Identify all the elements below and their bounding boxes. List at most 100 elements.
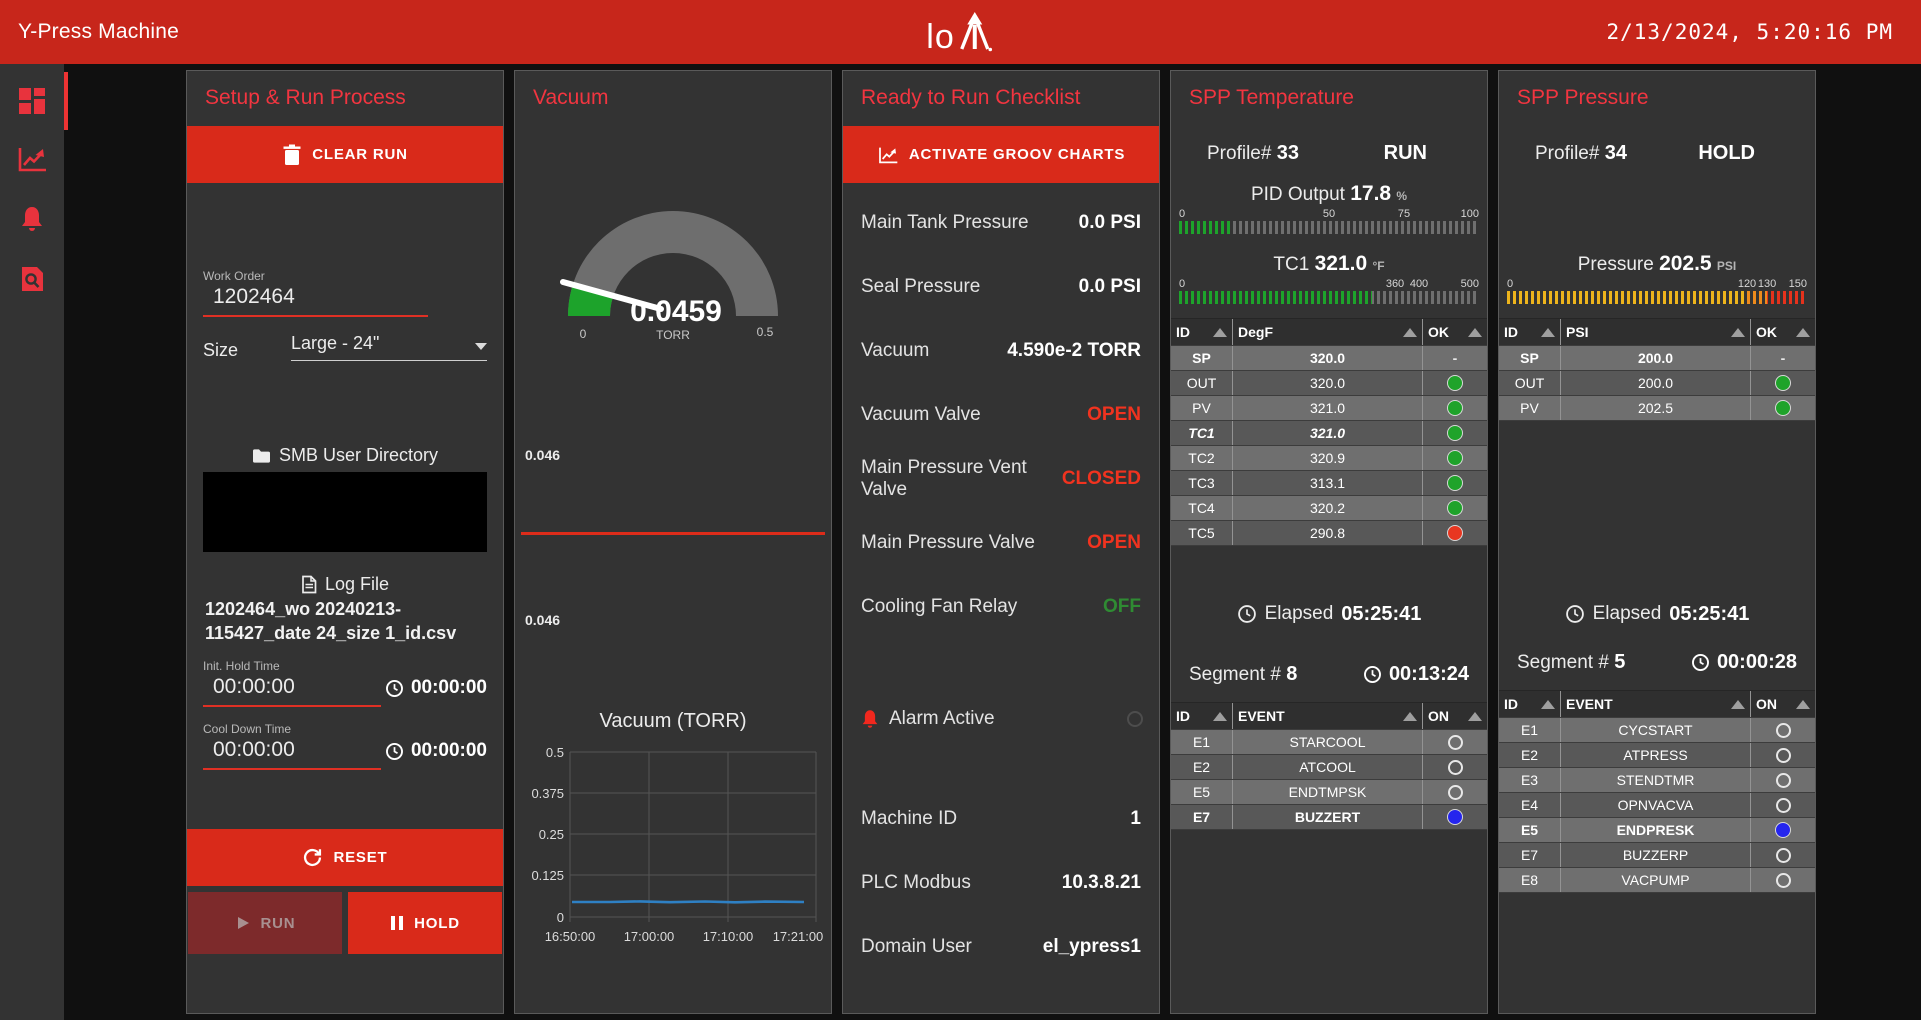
x-tick: 17:21:00 [773,929,824,944]
smb-directory-row: SMB User Directory [187,445,503,466]
table-row: TC4 320.2 [1171,496,1487,521]
column-header-event[interactable]: EVENT [1561,691,1751,717]
column-header-event[interactable]: EVENT [1233,703,1423,729]
segment-number: Segment # 8 [1189,663,1297,686]
status-led [1447,734,1463,750]
table-row: OUT 200.0 [1499,371,1815,396]
table-row: E3 STENDTMR [1499,768,1815,793]
column-header-id[interactable]: ID [1499,691,1561,717]
column-header-on[interactable]: ON [1423,703,1487,729]
panel-title: Ready to Run Checklist [861,86,1081,109]
file-icon [301,575,317,594]
sidebar-item-dashboard[interactable] [0,72,68,130]
segment-label: Segment # [1189,663,1281,685]
table-row: E5 ENDPRESK [1499,818,1815,843]
cool-down-timer-value: 00:00:00 [410,740,487,761]
vacuum-gauge: 0.0459 TORR 0 0.5 [515,186,831,344]
sidebar-item-trends[interactable] [0,130,64,188]
pressure-table: ID PSI OK SP 200.0 - OUT 200.0 PV 202.5 [1499,318,1815,421]
checklist-rows: Main Tank Pressure 0.0 PSI Seal Pressure… [843,211,1159,659]
alarm-active-label: Alarm Active [889,708,995,729]
status-led [1775,822,1791,838]
init-hold-field: Init. Hold Time 00:00:00 [203,659,381,707]
profile-number: Profile# 33 [1207,142,1299,165]
row-label: Machine ID [861,808,958,829]
clock-icon [385,742,404,761]
input-underline [203,768,381,770]
smb-directory-label: SMB User Directory [278,445,439,465]
ok-dash: - [1780,350,1786,366]
tc1-gauge: TC1 321.0 °F 0 360 400 500 [1171,252,1487,304]
column-header-degf[interactable]: DegF [1233,319,1423,345]
segment-number: Segment # 5 [1517,651,1625,674]
sidebar-item-event-log[interactable] [0,250,64,308]
x-tick: 17:00:00 [624,929,675,944]
tick-label: 130 [1757,278,1777,290]
init-hold-input[interactable]: 00:00:00 [213,675,295,698]
panel-title: SPP Pressure [1517,86,1649,109]
table-row: E2 ATPRESS [1499,743,1815,768]
row-label: Main Pressure Vent Valve [861,457,1027,500]
column-header-on[interactable]: ON [1751,691,1815,717]
smb-directory-path-box[interactable] [203,472,487,552]
machine-info-rows: Machine ID 1 PLC Modbus 10.3.8.21 Domain… [843,807,1159,999]
table-row: SP 320.0 - [1171,346,1487,371]
reset-label: RESET [333,849,388,866]
sort-arrow-icon [1731,327,1745,337]
hold-button[interactable]: HOLD [348,892,502,954]
table-row: OUT 320.0 [1171,371,1487,396]
table-row: TC5 290.8 [1171,521,1487,546]
pid-output-bar [1179,221,1479,234]
y-tick: 0.125 [531,868,564,883]
run-state-badge: RUN [1383,141,1427,164]
column-header-id[interactable]: ID [1171,319,1233,345]
profile-row: Profile# 33 RUN [1171,140,1487,166]
info-row: PLC Modbus 10.3.8.21 [843,871,1159,895]
column-header-psi[interactable]: PSI [1561,319,1751,345]
row-value: 0.0 PSI [1078,276,1141,297]
cool-down-input[interactable]: 00:00:00 [213,738,295,761]
status-led [1447,500,1463,516]
clear-run-button[interactable]: CLEAR RUN [187,126,503,183]
column-header-ok[interactable]: OK [1423,319,1487,345]
logo-text: lo [926,18,955,57]
elapsed-row: Elapsed 05:25:41 [1171,602,1487,626]
sort-arrow-icon [1731,699,1745,709]
bar-zones [1507,291,1807,304]
init-hold-row: Init. Hold Time 00:00:00 00:00:00 [187,659,503,707]
row-label: Cooling Fan Relay [861,596,1018,617]
pause-icon [390,915,404,931]
dashboard-icon [17,86,47,116]
row-value: 10.3.8.21 [1061,872,1141,893]
vacuum-trend-chart: 0.5 0.375 0.25 0.125 0 16:50:00 17:00:00… [515,737,831,977]
column-header-id[interactable]: ID [1171,703,1233,729]
column-header-ok[interactable]: OK [1751,319,1815,345]
segment-row: Segment # 5 00:00:28 [1499,650,1815,674]
tick-label: 360 [1385,278,1405,290]
status-led [1447,525,1463,541]
reset-button[interactable]: RESET [187,829,503,886]
vacuum-gauge-unit: TORR [656,328,690,342]
size-select[interactable]: Large - 24" [291,333,487,361]
size-selected-value: Large - 24" [291,333,380,353]
sidebar-item-alarms[interactable] [0,190,64,248]
run-button[interactable]: RUN [188,892,342,954]
x-tick: 17:10:00 [703,929,754,944]
table-row: E2 ATCOOL [1171,755,1487,780]
sort-arrow-icon [1468,711,1482,721]
segment-time-value: 00:13:24 [1388,662,1469,685]
activate-groov-charts-button[interactable]: ACTIVATE GROOV CHARTS [843,126,1159,183]
segment-value: 8 [1286,662,1298,685]
checklist-row: Main Tank Pressure 0.0 PSI [843,211,1159,235]
work-order-input[interactable]: 1202464 [213,285,295,308]
init-hold-timer: 00:00:00 [385,677,487,707]
vacuum-gauge-value: 0.0459 [630,295,722,328]
table-row: E1 STARCOOL [1171,730,1487,755]
column-header-id[interactable]: ID [1499,319,1561,345]
status-led [1775,797,1791,813]
row-label: Domain User [861,936,972,957]
table-row: E7 BUZZERT [1171,805,1487,830]
vacuum-gauge-min: 0 [580,327,587,341]
elapsed-value: 05:25:41 [1341,602,1422,625]
elapsed-row: Elapsed 05:25:41 [1499,602,1815,626]
